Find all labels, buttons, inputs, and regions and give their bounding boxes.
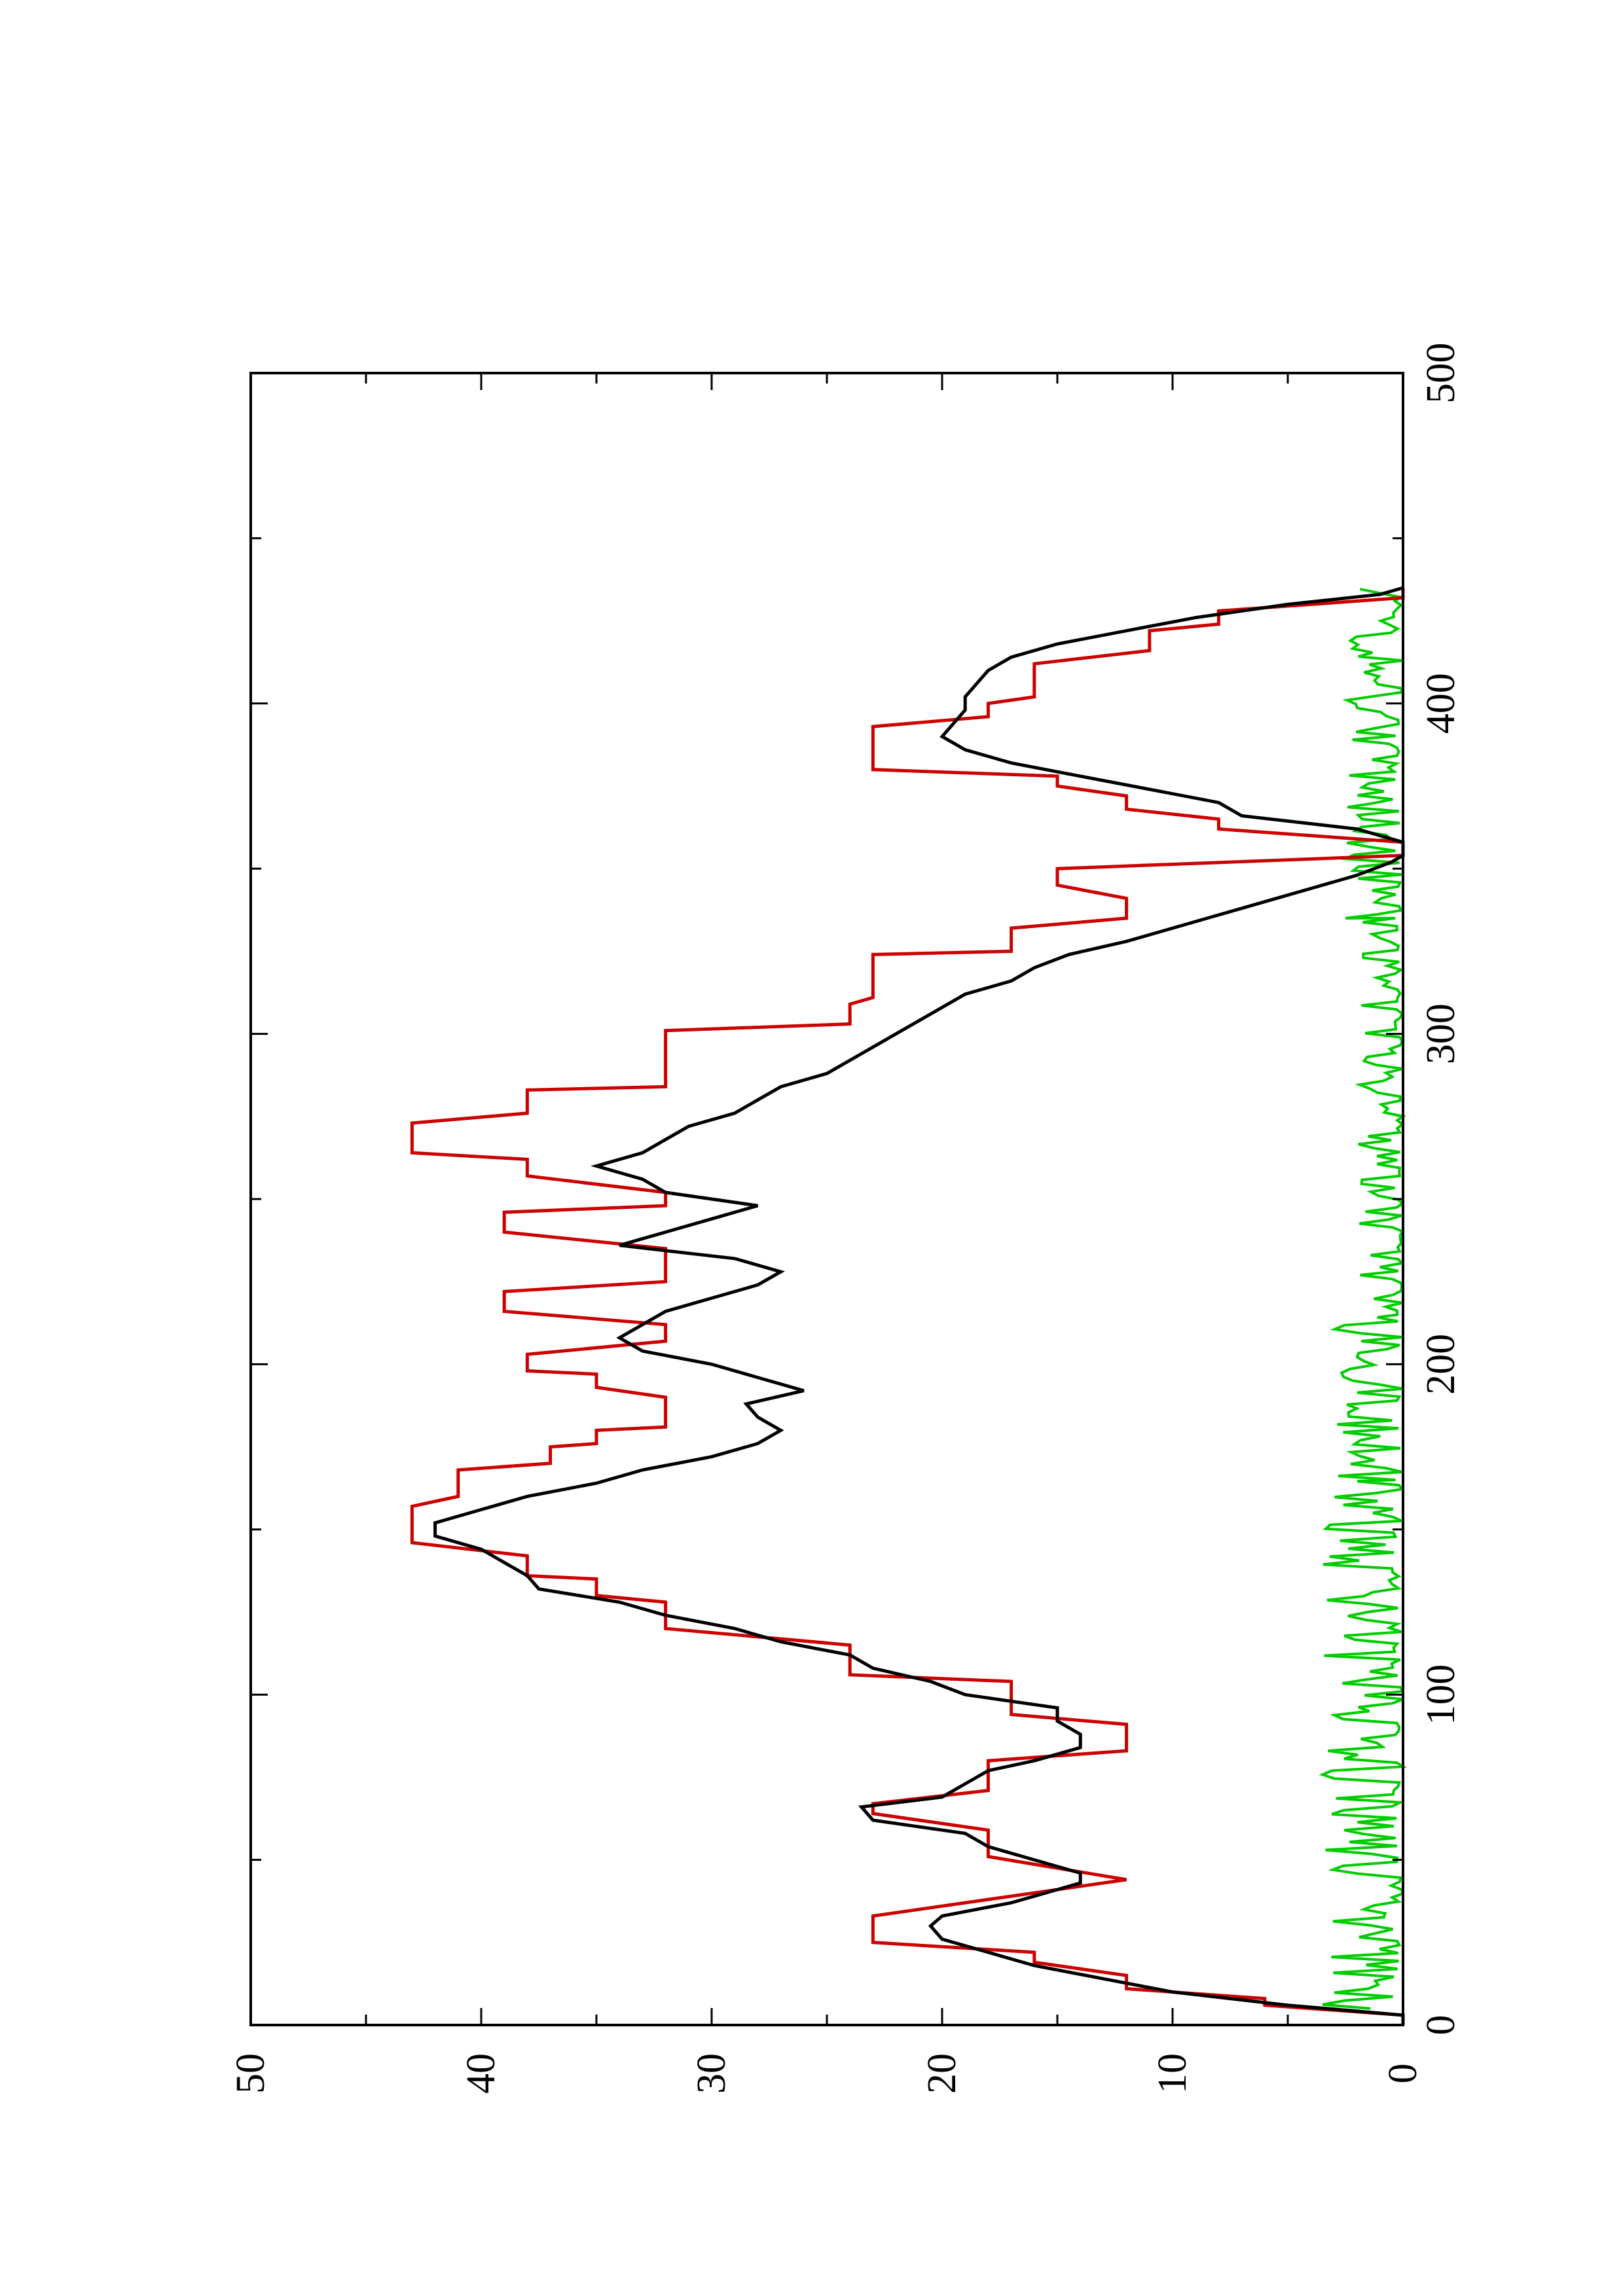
x-tick-label: 0 <box>1419 2015 1463 2036</box>
x-tick-label: 500 <box>1419 343 1463 404</box>
tick-labels: 0 100 200 300 400 500 0 10 20 30 40 50 <box>228 343 1463 2094</box>
green-series-line <box>1319 588 1408 2010</box>
y-tick-label: 40 <box>459 2053 503 2094</box>
plot-frame <box>249 372 1404 2026</box>
x-tick-label: 400 <box>1419 673 1463 734</box>
x-tick-label: 100 <box>1419 1664 1463 1725</box>
y-tick-label: 30 <box>689 2053 734 2094</box>
y-tick-label: 20 <box>920 2053 964 2094</box>
plot-area <box>410 586 1408 2025</box>
red-series-line <box>410 588 1405 2025</box>
x-tick-label: 200 <box>1419 1334 1463 1395</box>
axes <box>249 372 1404 2026</box>
y-tick-label: 0 <box>1381 2064 1425 2084</box>
tick-marks <box>249 372 1404 2026</box>
y-tick-label: 10 <box>1150 2053 1195 2094</box>
black-series-line <box>433 586 1405 2025</box>
x-tick-label: 300 <box>1419 1003 1463 1064</box>
y-tick-label: 50 <box>228 2053 273 2094</box>
